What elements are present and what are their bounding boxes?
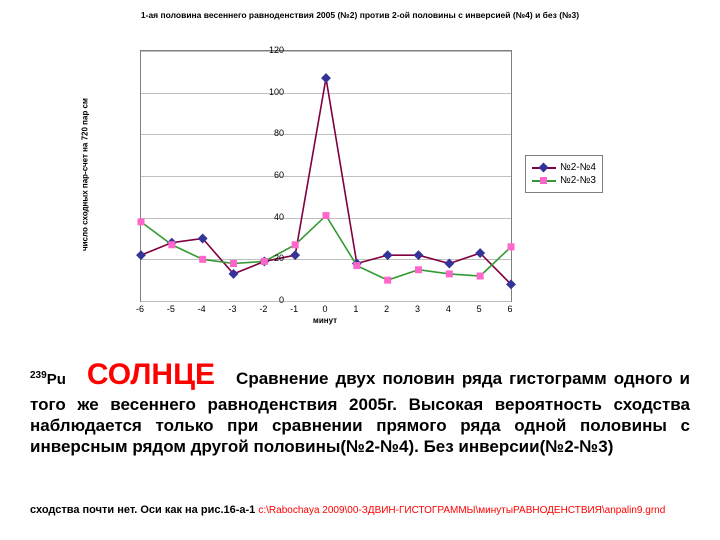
y-tick: 80 bbox=[256, 128, 284, 138]
x-tick: -6 bbox=[136, 304, 144, 314]
marker bbox=[323, 212, 330, 219]
chart-title: 1-ая половина весеннего равноденствия 20… bbox=[60, 10, 660, 20]
chart-container: 1-ая половина весеннего равноденствия 20… bbox=[60, 10, 660, 340]
legend-item: №2-№4 bbox=[532, 162, 596, 173]
x-tick: 2 bbox=[384, 304, 389, 314]
legend-label: №2-№3 bbox=[560, 175, 596, 186]
marker bbox=[321, 73, 331, 83]
y-tick: 60 bbox=[256, 170, 284, 180]
x-tick: -3 bbox=[228, 304, 236, 314]
x-tick: 1 bbox=[353, 304, 358, 314]
x-tick: 5 bbox=[477, 304, 482, 314]
marker bbox=[508, 243, 515, 250]
y-tick: 40 bbox=[256, 212, 284, 222]
x-axis-label: минут bbox=[140, 316, 510, 325]
marker bbox=[136, 250, 146, 260]
series-line bbox=[141, 78, 511, 284]
caption: 239Pu СОЛНЦЕ Сравнение двух половин ряда… bbox=[30, 356, 690, 457]
marker bbox=[384, 277, 391, 284]
x-tick: 6 bbox=[507, 304, 512, 314]
marker bbox=[168, 241, 175, 248]
y-tick: 20 bbox=[256, 253, 284, 263]
sun-label: СОЛНЦЕ bbox=[87, 358, 215, 391]
marker bbox=[415, 266, 422, 273]
marker bbox=[444, 259, 454, 269]
x-tick: 0 bbox=[322, 304, 327, 314]
legend-label: №2-№4 bbox=[560, 162, 596, 173]
footnote-lead: сходства почти нет. Оси как на рис.16-а-… bbox=[30, 504, 258, 516]
legend-item: №2-№3 bbox=[532, 175, 596, 186]
y-tick: 120 bbox=[256, 45, 284, 55]
footnote-path: c:\Rabochaya 2009\00-ЗДВИН-ГИСТОГРАММЫ\м… bbox=[258, 505, 665, 516]
y-tick: 100 bbox=[256, 87, 284, 97]
marker bbox=[383, 250, 393, 260]
legend: №2-№4 №2-№3 bbox=[525, 155, 603, 193]
marker bbox=[477, 273, 484, 280]
marker bbox=[446, 270, 453, 277]
x-tick: -4 bbox=[198, 304, 206, 314]
marker bbox=[353, 262, 360, 269]
marker bbox=[138, 218, 145, 225]
marker bbox=[292, 241, 299, 248]
plot-area bbox=[140, 50, 512, 302]
x-tick: -5 bbox=[167, 304, 175, 314]
x-tick: -1 bbox=[290, 304, 298, 314]
marker bbox=[290, 250, 300, 260]
marker bbox=[230, 260, 237, 267]
marker bbox=[199, 256, 206, 263]
marker bbox=[414, 250, 424, 260]
x-tick: 3 bbox=[415, 304, 420, 314]
x-tick: -2 bbox=[259, 304, 267, 314]
footnote: сходства почти нет. Оси как на рис.16-а-… bbox=[30, 504, 690, 516]
isotope-label: 239Pu bbox=[30, 371, 66, 388]
y-axis-label: число сходных пар-счет на 720 пар см bbox=[78, 50, 92, 300]
series-line bbox=[141, 216, 511, 281]
x-tick: 4 bbox=[446, 304, 451, 314]
